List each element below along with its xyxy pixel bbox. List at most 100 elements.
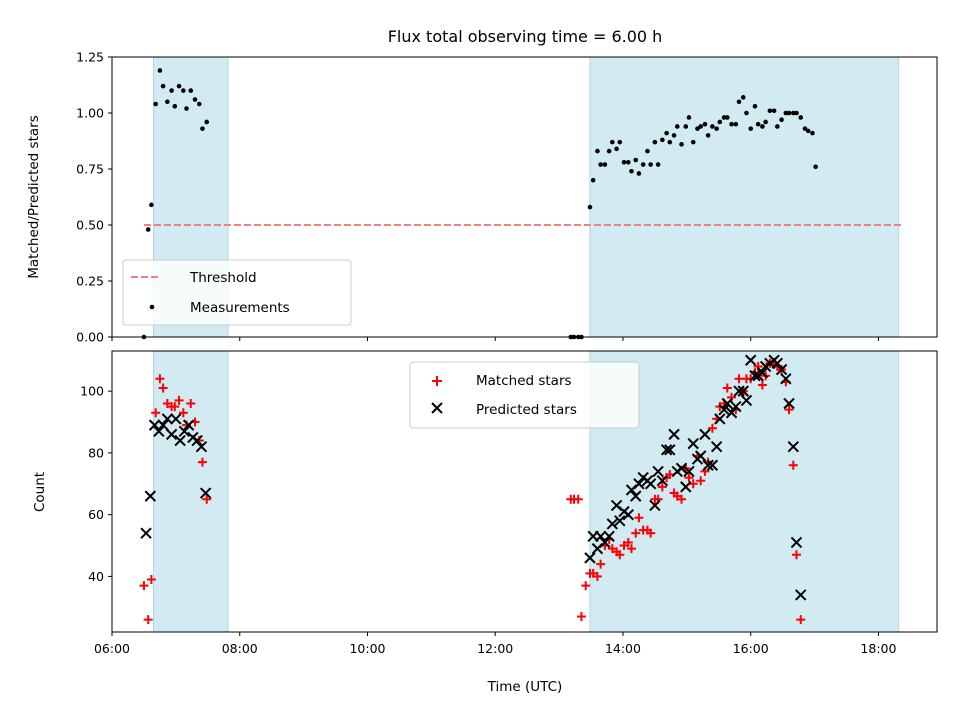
predicted-star-point xyxy=(737,385,749,397)
matched-star-point xyxy=(646,528,656,538)
predicted-star-point xyxy=(721,397,733,410)
predicted-star-point xyxy=(795,589,807,601)
measurement-point xyxy=(610,139,615,145)
matched-star-point xyxy=(615,550,625,560)
measurement-point xyxy=(606,148,612,154)
matched-star-point xyxy=(623,537,633,547)
measurement-point xyxy=(625,159,631,165)
measurement-point xyxy=(775,124,780,129)
predicted-star-point xyxy=(668,428,680,441)
measurement-point xyxy=(698,124,703,129)
matched-star-point xyxy=(596,559,606,569)
measurement-point xyxy=(752,103,758,109)
predicted-star-point xyxy=(783,397,795,410)
predicted-star-point xyxy=(140,527,152,539)
predicted-star-point xyxy=(195,441,208,453)
y-tick-label-0: 40 xyxy=(88,569,104,584)
measurement-point xyxy=(721,115,727,120)
x-tick-label-0: 06:00 xyxy=(94,641,130,656)
matched-star-point xyxy=(722,383,732,393)
measurement-point xyxy=(153,101,158,107)
measurement-point xyxy=(587,204,593,210)
predicted-star-point xyxy=(775,363,788,376)
predicted-star-point xyxy=(170,413,182,425)
measurement-point xyxy=(771,108,777,114)
predicted-star-point xyxy=(702,459,714,471)
predicted-star-point xyxy=(633,478,645,490)
measurement-point xyxy=(786,110,792,116)
measurement-point xyxy=(717,119,723,125)
measurement-point xyxy=(729,121,734,127)
predicted-star-point xyxy=(599,536,611,549)
matched-star-point xyxy=(657,482,667,492)
measurement-point xyxy=(810,130,815,136)
measurement-point xyxy=(160,83,166,89)
measurement-point xyxy=(172,103,178,109)
predicted-star-point xyxy=(649,499,661,512)
predicted-star-point xyxy=(749,369,761,382)
predicted-star-point xyxy=(603,530,615,542)
predicted-star-point xyxy=(687,437,699,450)
legend-measurements-label: Measurements xyxy=(190,300,290,316)
legend-predicted-swatch xyxy=(431,402,443,414)
matched-star-point xyxy=(178,408,188,418)
measurement-point xyxy=(598,162,603,167)
ratio-y-axis-label: Matched/Predicted stars xyxy=(26,115,42,278)
predicted-star-point xyxy=(174,434,186,447)
measurement-point xyxy=(763,119,768,125)
matched-star-point xyxy=(696,476,706,486)
predicted-star-point xyxy=(157,419,169,431)
matched-star-point xyxy=(626,544,636,554)
measurement-point xyxy=(590,177,596,183)
measurement-point xyxy=(165,99,170,105)
matched-star-point xyxy=(796,615,806,625)
measurement-point xyxy=(805,128,811,134)
predicted-star-point xyxy=(165,428,178,441)
measurement-point xyxy=(736,99,742,105)
matched-star-point xyxy=(757,380,767,390)
x-axis-label: Time (UTC) xyxy=(487,679,563,695)
measurement-point xyxy=(614,146,619,152)
matched-star-point xyxy=(143,615,153,625)
matched-star-point xyxy=(186,398,196,408)
ratio-legend-box xyxy=(122,259,352,326)
predicted-star-point xyxy=(178,425,191,437)
measurement-point xyxy=(683,124,689,129)
measurement-point xyxy=(783,110,789,116)
predicted-star-point xyxy=(584,552,596,564)
measurement-point xyxy=(664,130,669,136)
measurement-point xyxy=(705,133,711,138)
matched-star-point xyxy=(684,473,694,483)
matched-star-point xyxy=(634,513,644,523)
x-tick-label-5: 16:00 xyxy=(733,641,769,656)
predicted-star-point xyxy=(790,536,803,549)
predicted-star-point xyxy=(771,357,784,370)
measurement-point xyxy=(679,142,684,147)
measurement-point xyxy=(813,164,818,170)
measurement-point xyxy=(690,139,696,145)
measurement-point xyxy=(667,139,673,145)
measurement-point xyxy=(196,101,202,107)
matched-star-point xyxy=(158,383,168,393)
count-y-axis-label: Count xyxy=(32,472,48,512)
matched-star-point xyxy=(202,494,212,504)
measurement-point xyxy=(204,119,210,125)
measurement-point xyxy=(714,126,719,131)
measurement-point xyxy=(629,168,634,174)
measurement-point xyxy=(633,157,639,163)
matched-star-point xyxy=(170,402,180,412)
count-legend: Matched stars Predicted stars xyxy=(409,361,640,429)
y-tick-label-0: 0.00 xyxy=(76,330,104,345)
count-y-ticks: 40 60 80 100 xyxy=(80,384,112,584)
measurement-point xyxy=(798,115,804,120)
observing-window-1 xyxy=(153,350,229,633)
measurement-point xyxy=(724,115,730,120)
x-tick-label-1: 08:00 xyxy=(222,641,258,656)
x-tick-label-2: 10:00 xyxy=(349,641,385,656)
y-tick-label-3: 0.75 xyxy=(76,162,104,177)
predicted-star-point xyxy=(630,490,642,502)
ratio-legend: Threshold Measurements xyxy=(122,259,352,326)
matched-star-point xyxy=(592,571,602,581)
measurement-point xyxy=(702,121,708,127)
predicted-star-point xyxy=(614,515,626,527)
